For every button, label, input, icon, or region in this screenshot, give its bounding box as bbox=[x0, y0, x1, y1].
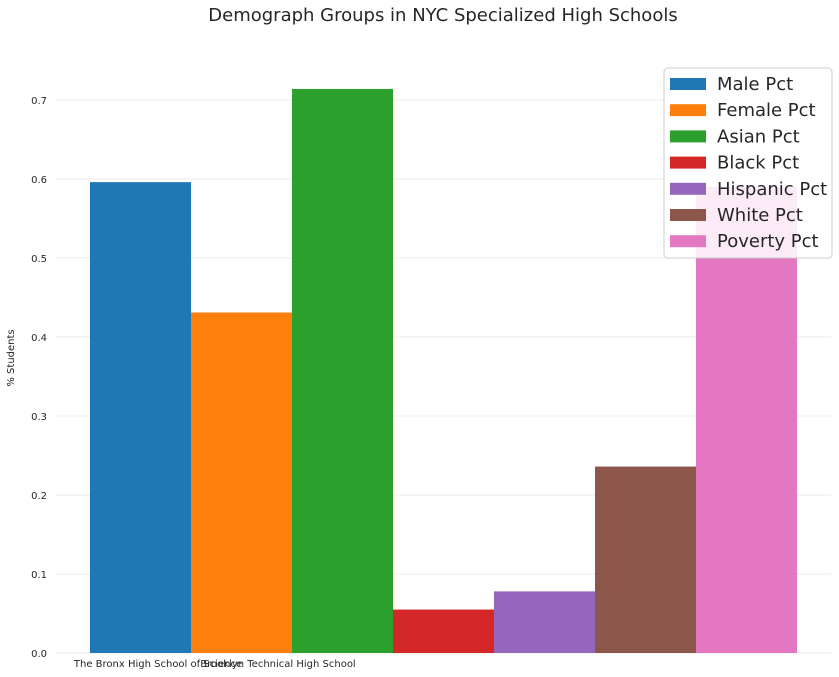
legend-label: Female Pct bbox=[717, 100, 816, 121]
bar-male-pct bbox=[90, 182, 191, 653]
legend-swatch bbox=[670, 209, 706, 221]
legend-label: Poverty Pct bbox=[717, 231, 819, 252]
legend-swatch bbox=[670, 78, 706, 90]
bar-asian-pct bbox=[292, 88, 393, 653]
legend-label: Hispanic Pct bbox=[717, 179, 827, 200]
y-axis-ticks: 0.0 0.1 0.2 0.3 0.4 0.5 0.6 0.7 bbox=[31, 96, 47, 660]
y-tick-label: 0.7 bbox=[31, 96, 47, 107]
bar-poverty-pct bbox=[696, 186, 797, 653]
bars bbox=[90, 88, 797, 653]
bar-female-pct bbox=[191, 312, 292, 653]
x-axis-ticks: The Bronx High School of ScienceBrooklyn… bbox=[73, 659, 356, 670]
y-tick-label: 0.4 bbox=[31, 333, 47, 344]
y-tick-label: 0.5 bbox=[31, 254, 47, 265]
legend: Male Pct Female Pct Asian Pct Black Pct Hisp… bbox=[663, 67, 833, 259]
y-axis-label: % Students bbox=[6, 329, 17, 386]
bar-white-pct bbox=[595, 466, 696, 653]
x-tick-label: Brooklyn Technical High School bbox=[200, 659, 355, 670]
y-tick-label: 0.1 bbox=[31, 570, 47, 581]
legend-swatch bbox=[670, 182, 706, 195]
y-tick-label: 0.2 bbox=[31, 491, 47, 502]
legend-label: Asian Pct bbox=[717, 126, 800, 147]
y-tick-label: 0.6 bbox=[31, 175, 47, 186]
bar-black-pct bbox=[393, 609, 494, 653]
legend-label: White Pct bbox=[717, 205, 803, 226]
legend-swatch bbox=[670, 130, 706, 143]
legend-swatch bbox=[670, 104, 706, 117]
chart-title: Demograph Groups in NYC Specialized High… bbox=[208, 5, 677, 26]
legend-swatch bbox=[670, 156, 706, 169]
x-tick-label: The Bronx High School of Science bbox=[73, 659, 242, 670]
y-tick-label: 0.3 bbox=[31, 412, 47, 423]
y-tick-label: 0.0 bbox=[31, 649, 47, 660]
legend-label: Black Pct bbox=[717, 153, 799, 174]
legend-label: Male Pct bbox=[717, 74, 793, 95]
legend-swatch bbox=[670, 235, 706, 248]
bar-hispanic-pct bbox=[494, 591, 595, 653]
